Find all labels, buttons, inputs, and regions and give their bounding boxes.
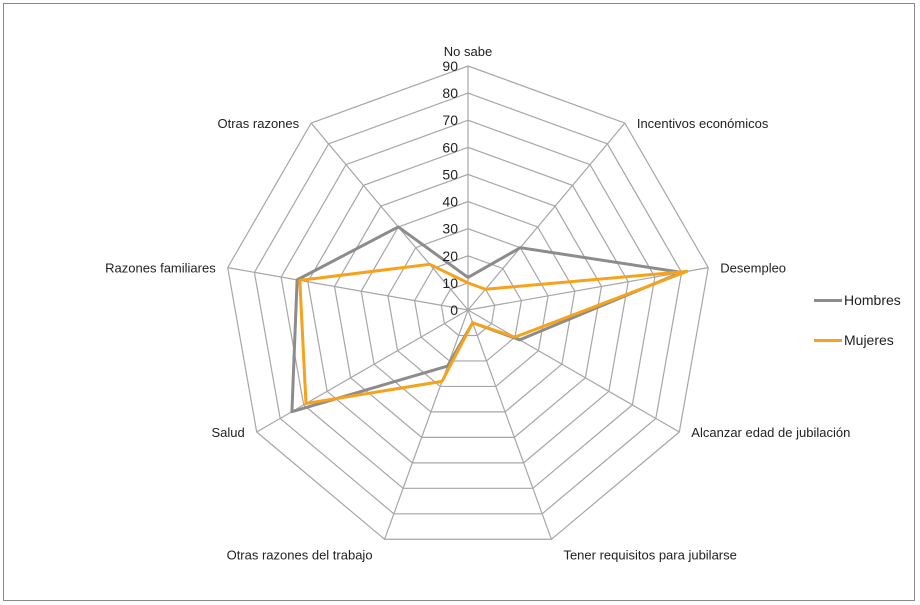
tick-label: 30 <box>442 221 458 237</box>
grid-spoke <box>256 309 469 433</box>
grid-ring <box>307 146 629 464</box>
category-label: Otras razones del trabajo <box>227 547 373 562</box>
category-label: Incentivos económicos <box>637 116 769 131</box>
chart-frame <box>3 3 915 601</box>
category-label: Desempleo <box>720 261 786 276</box>
category-label: Salud <box>211 425 244 440</box>
grid-spoke <box>383 309 469 540</box>
category-label: Tener requisitos para jubilarse <box>563 547 736 562</box>
tick-label: 20 <box>442 248 458 264</box>
tick-label: 40 <box>442 194 458 210</box>
category-label: Alcanzar edad de jubilación <box>691 425 850 440</box>
category-label: Razones familiares <box>105 261 216 276</box>
series-line-mujeres <box>298 262 689 406</box>
grid-ring <box>360 200 576 413</box>
grid-ring <box>413 255 523 362</box>
tick-label: 80 <box>442 85 458 101</box>
tick-label: 70 <box>442 112 458 128</box>
legend-item-mujeres: Mujeres <box>814 330 901 350</box>
tick-label: 10 <box>442 275 458 291</box>
grid-spoke <box>467 122 626 311</box>
grid-ring <box>387 228 549 388</box>
tick-label: 50 <box>442 166 458 182</box>
grid-spoke <box>467 309 680 433</box>
legend-swatch-hombres <box>814 298 842 302</box>
series-line-hombres <box>290 225 684 414</box>
tick-label: 0 <box>450 302 458 318</box>
grid-spoke <box>310 122 469 311</box>
legend-swatch-mujeres <box>814 338 842 342</box>
grid-ring <box>253 92 683 515</box>
grid-spoke <box>227 267 469 311</box>
grid-ring <box>440 282 496 337</box>
category-label: Otras razones <box>218 116 300 131</box>
grid-ring <box>227 65 709 540</box>
chart-legend: Hombres Mujeres <box>814 290 901 370</box>
category-label: No sabe <box>444 44 492 59</box>
grid-ring <box>280 119 656 489</box>
legend-item-hombres: Hombres <box>814 290 901 310</box>
grid-spoke <box>467 309 553 540</box>
legend-label-mujeres: Mujeres <box>844 332 894 348</box>
legend-label-hombres: Hombres <box>844 292 901 308</box>
grid-spoke <box>467 267 709 311</box>
tick-label: 90 <box>442 58 458 74</box>
grid-ring <box>333 173 603 438</box>
tick-label: 60 <box>442 139 458 155</box>
